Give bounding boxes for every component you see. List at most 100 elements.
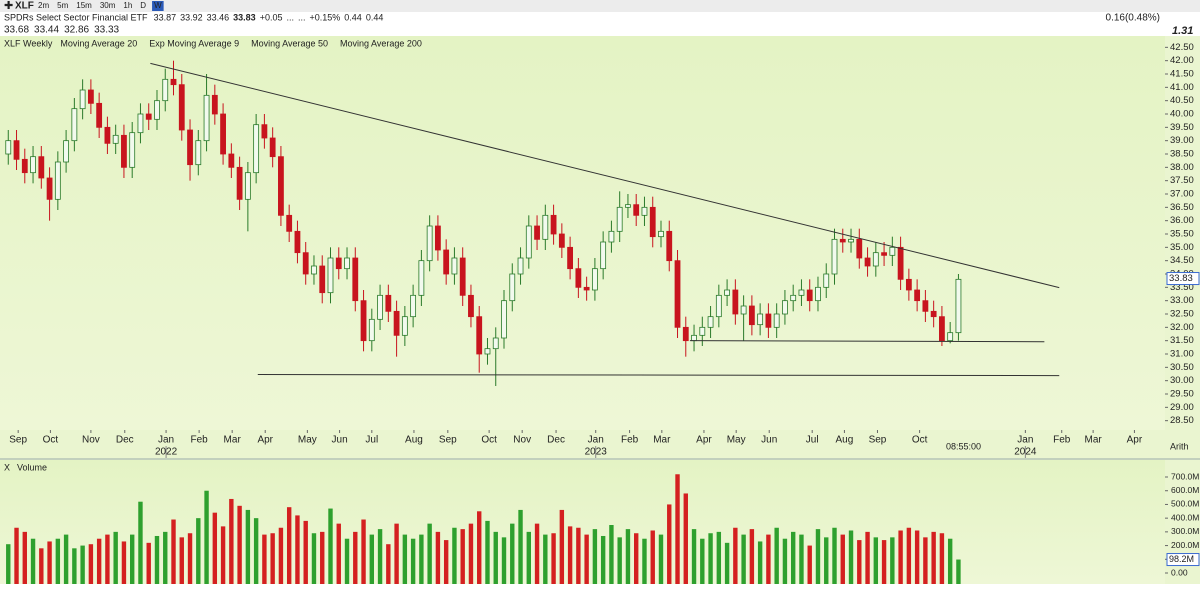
volume-bar [278, 527, 284, 584]
quote-value: 0.44 [366, 12, 384, 22]
volume-bar [634, 533, 639, 584]
volume-bar [617, 537, 622, 584]
volume-bar [30, 538, 36, 584]
candle-body [682, 326, 689, 342]
timeframe-label[interactable]: 15m [76, 1, 92, 10]
extra-value: 1.31 [1172, 25, 1193, 37]
volume-bar [320, 531, 325, 584]
timeframe-label[interactable]: 5m [57, 1, 68, 10]
candle-body [939, 316, 945, 342]
candle-body [21, 158, 28, 174]
volume-bar [369, 534, 375, 584]
quote-bar [0, 12, 1200, 36]
volume-bar [229, 498, 234, 584]
volume-bar [724, 542, 730, 584]
timeframe-button[interactable]: 1h [121, 1, 134, 11]
volume-bar [890, 537, 895, 584]
x-tick-label: Apr [1127, 435, 1143, 446]
volume-bar [468, 523, 474, 584]
candle-body [633, 204, 640, 216]
ma-value: 33.33 [94, 25, 119, 36]
timeframe-label[interactable]: 30m [100, 1, 116, 10]
volume-bar [609, 525, 614, 584]
volume-bar [708, 533, 713, 584]
volume-bar [212, 512, 218, 584]
candle-body [757, 313, 764, 326]
volume-bar [741, 534, 746, 584]
candle-body [236, 166, 243, 200]
volume-bar [154, 535, 160, 584]
volume-bar [353, 531, 358, 584]
y-tick-label: 29.50 [1170, 389, 1194, 400]
volume-bar [518, 509, 523, 584]
volume-bar [452, 527, 457, 584]
timeframe-button[interactable]: 30m [98, 1, 118, 11]
year-label: 2024 [1014, 447, 1037, 458]
price-panel [0, 36, 1165, 430]
volume-title: Volume [17, 462, 47, 472]
x-tick-label: Dec [116, 435, 134, 446]
volume-bar [435, 531, 441, 584]
y-tick-label: 42.00 [1170, 55, 1194, 66]
candle-body [881, 252, 887, 256]
timeframe-label[interactable]: 2m [38, 1, 49, 10]
timeframe-button[interactable]: 5m [55, 1, 70, 11]
y-tick-label: 30.00 [1170, 375, 1194, 386]
indicator-label[interactable]: Exp Moving Average 9 [149, 38, 239, 48]
plus-icon[interactable]: ✚ [4, 0, 13, 12]
timeframe-button[interactable]: D [138, 1, 148, 11]
timeframe-label[interactable]: 1h [123, 1, 132, 10]
indicator-label[interactable]: Moving Average 20 [60, 38, 137, 48]
trendline [689, 340, 1045, 343]
x-tick-label: Nov [513, 435, 531, 446]
candle-body [220, 113, 226, 155]
indicator-label[interactable]: Moving Average 200 [340, 38, 422, 48]
candle-body [311, 265, 317, 275]
timeframe-label[interactable]: W [154, 1, 162, 10]
volume-bar [691, 529, 697, 584]
volume-bar [311, 533, 317, 584]
symbol[interactable]: XLF [15, 1, 34, 12]
x-tick-label: May [298, 435, 317, 446]
x-tick-label: Jan [588, 435, 604, 446]
candle-body [955, 278, 962, 334]
candle-body [253, 124, 260, 174]
time-axis [0, 430, 1165, 460]
volume-bar [22, 531, 27, 584]
timeframe-label[interactable]: D [140, 1, 146, 10]
candle-body [352, 257, 359, 302]
candle-body [930, 310, 937, 318]
candle-body [5, 140, 12, 155]
volume-bar [807, 545, 812, 584]
candle-body [170, 78, 177, 86]
candle-body [393, 310, 400, 336]
candle-body [418, 260, 425, 296]
candle-body [740, 305, 747, 315]
indicator-label[interactable]: Moving Average 50 [251, 38, 328, 48]
volume-bar [716, 531, 722, 584]
candle-body [319, 265, 326, 294]
volume-bar [667, 504, 672, 584]
timeframe-button[interactable]: W [152, 1, 164, 11]
security-name: SPDRs Select Sector Financial ETF [4, 12, 148, 22]
close-volume[interactable]: X [4, 462, 10, 472]
candle-body [509, 273, 516, 302]
candle-body [583, 286, 590, 291]
candle-body [625, 204, 631, 208]
candle-body [459, 257, 466, 296]
quote-value: +0.15% [310, 12, 341, 22]
candle-body [137, 113, 144, 134]
candle-body [187, 129, 193, 166]
candle-body [715, 294, 722, 318]
quote-value: 33.83 [233, 12, 256, 22]
volume-bar [245, 509, 251, 584]
volume-bar [377, 529, 383, 584]
timeframe-button[interactable]: 2m [36, 1, 51, 11]
candle-body [591, 268, 598, 291]
candle-body [922, 300, 929, 312]
candle-body [87, 89, 94, 104]
timeframe-button[interactable]: 15m [74, 1, 94, 11]
volume-bar [757, 541, 763, 584]
candle-body [344, 257, 350, 270]
volume-bar [559, 509, 565, 584]
